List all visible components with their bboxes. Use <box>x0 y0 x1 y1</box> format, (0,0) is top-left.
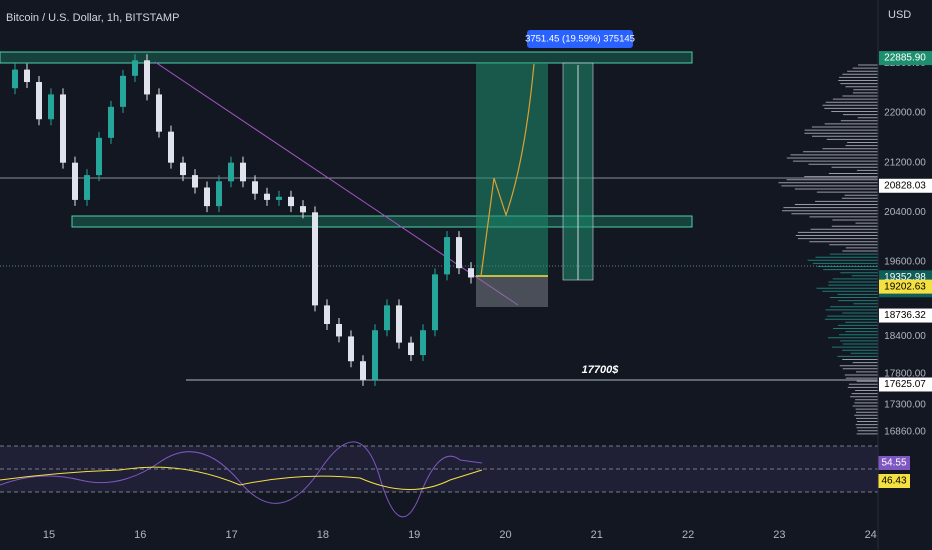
price-marker <box>879 308 932 323</box>
y-tick-label: 18400.00 <box>884 331 926 342</box>
y-tick-label: 17800.00 <box>884 368 926 379</box>
candle <box>24 69 30 83</box>
candle <box>252 181 258 194</box>
candle <box>60 94 66 163</box>
y-tick-label: 21200.00 <box>884 157 926 168</box>
candle <box>228 162 234 182</box>
candle <box>468 268 474 278</box>
rsi-value: 54.55 <box>881 458 906 469</box>
candle <box>168 131 174 163</box>
candle <box>192 175 198 188</box>
candle <box>132 60 138 76</box>
currency: USD <box>888 9 911 21</box>
long-target <box>476 63 548 276</box>
candle <box>156 94 162 132</box>
candle <box>456 237 462 269</box>
candle <box>264 193 270 200</box>
rsi-line <box>0 441 483 518</box>
price-marker-label: 19352.98 <box>884 272 926 283</box>
candle <box>240 162 246 182</box>
candle <box>48 94 54 120</box>
candle <box>408 342 414 356</box>
x-tick-label: 24 <box>865 529 877 541</box>
candle <box>336 324 342 337</box>
y-tick-label: 16860.00 <box>884 427 926 438</box>
candle <box>372 330 378 380</box>
candle <box>324 305 330 325</box>
price-marker <box>879 178 932 193</box>
candle <box>348 336 354 362</box>
projection-path <box>480 63 535 277</box>
title: Bitcoin / U.S. Dollar, 1h, BITSTAMP <box>6 12 179 24</box>
y-tick-label: 22000.00 <box>884 108 926 119</box>
candle <box>36 82 42 120</box>
candle <box>84 175 90 200</box>
x-tick-label: 15 <box>43 529 55 541</box>
candle <box>108 106 114 138</box>
candle <box>312 212 318 306</box>
candle <box>180 162 186 176</box>
x-tick-label: 19 <box>408 529 420 541</box>
price-marker-label: 19202.63 <box>884 281 926 292</box>
price-marker-label: 18736.32 <box>884 310 926 321</box>
candle <box>120 75 126 107</box>
candle <box>276 196 282 200</box>
candle <box>300 206 306 213</box>
candle <box>420 330 426 356</box>
long-stop <box>476 276 548 307</box>
rsi-ma-badge <box>878 474 910 488</box>
price-marker <box>879 279 932 294</box>
candle <box>72 162 78 200</box>
price-marker-label: 17625.07 <box>884 379 926 390</box>
candle <box>396 305 402 343</box>
x-tick-label: 17 <box>225 529 237 541</box>
y-tick-label: 20400.00 <box>884 207 926 218</box>
price-marker-label: 20828.03 <box>884 180 926 191</box>
volume-profile <box>778 64 878 435</box>
candle <box>96 137 102 176</box>
rsi-ma-value: 46.43 <box>881 476 906 487</box>
candle <box>360 361 366 380</box>
rsi-ma <box>0 466 483 490</box>
resistance-zone <box>0 51 693 64</box>
x-tick-label: 22 <box>682 529 694 541</box>
candle <box>144 60 150 95</box>
x-tick-label: 23 <box>773 529 785 541</box>
x-tick-label: 20 <box>499 529 511 541</box>
annotation: 17700$ <box>582 364 620 376</box>
support-zone <box>71 215 693 228</box>
candle <box>444 237 450 275</box>
tooltip-bg <box>527 30 633 48</box>
candle <box>216 181 222 207</box>
candle <box>204 187 210 207</box>
price-marker <box>879 377 932 392</box>
price-marker-label: 22885.90 <box>884 53 926 64</box>
y-tick-label: 17300.00 <box>884 399 926 410</box>
candle <box>384 305 390 331</box>
x-tick-label: 18 <box>317 529 329 541</box>
candle <box>288 196 294 207</box>
x-tick-label: 21 <box>591 529 603 541</box>
candle <box>432 274 438 331</box>
tooltip: 3751.45 (19.59%) 375145 <box>525 34 635 45</box>
y-tick-label: 19600.00 <box>884 257 926 268</box>
candle <box>12 69 18 89</box>
rsi-badge <box>878 456 910 470</box>
x-tick-label: 16 <box>134 529 146 541</box>
price-marker <box>879 51 932 66</box>
